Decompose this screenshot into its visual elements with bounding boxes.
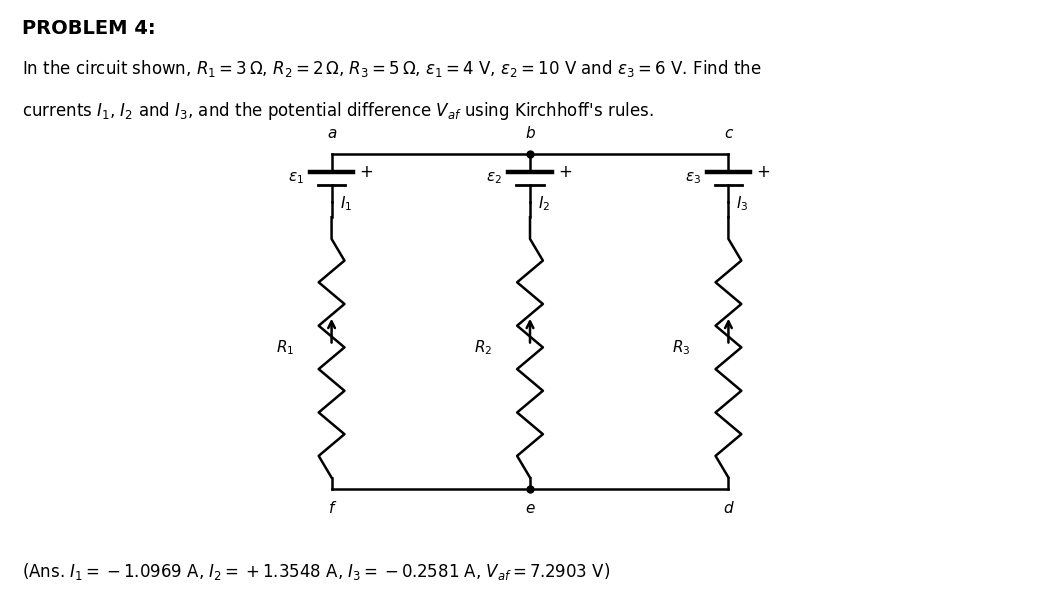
Text: c: c [725,126,733,141]
Text: $R_1$: $R_1$ [276,338,294,357]
Text: e: e [525,501,535,516]
Text: $\varepsilon_2$: $\varepsilon_2$ [486,171,502,186]
Text: f: f [329,501,334,516]
Text: $I_3$: $I_3$ [736,195,749,213]
Text: In the circuit shown, $R_1 = 3\,\Omega$, $R_2 = 2\,\Omega$, $R_3 = 5\,\Omega$, $: In the circuit shown, $R_1 = 3\,\Omega$,… [22,58,762,80]
Text: $\varepsilon_1$: $\varepsilon_1$ [288,171,303,186]
Text: $\varepsilon_3$: $\varepsilon_3$ [684,171,700,186]
Text: b: b [525,126,535,141]
Text: a: a [327,126,336,141]
Text: (Ans. $I_1 = -1.0969$ A, $I_2 = +1.3548$ A, $I_3 = -0.2581$ A, $V_{af} = 7.2903$: (Ans. $I_1 = -1.0969$ A, $I_2 = +1.3548$… [22,561,610,582]
Text: $I_2$: $I_2$ [538,195,550,213]
Text: currents $I_1$, $I_2$ and $I_3$, and the potential difference $V_{af}$ using Kir: currents $I_1$, $I_2$ and $I_3$, and the… [22,100,654,122]
Text: +: + [756,163,770,181]
Text: $I_1$: $I_1$ [340,195,352,213]
Text: PROBLEM 4:: PROBLEM 4: [22,19,156,38]
Text: $R_3$: $R_3$ [673,338,691,357]
Text: +: + [360,163,373,181]
Text: d: d [724,501,733,516]
Text: +: + [558,163,572,181]
Text: $R_2$: $R_2$ [474,338,492,357]
